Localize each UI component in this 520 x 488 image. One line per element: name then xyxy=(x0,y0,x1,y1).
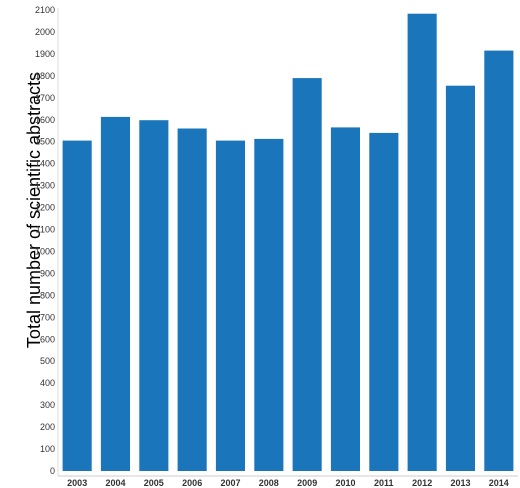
x-tick-label: 2012 xyxy=(412,478,432,488)
y-tick-label: 1200 xyxy=(35,203,55,213)
y-tick-label: 1000 xyxy=(35,246,55,256)
y-tick-label: 100 xyxy=(40,444,55,454)
y-tick-label: 900 xyxy=(40,268,55,278)
x-tick-label: 2007 xyxy=(220,478,240,488)
bar-2010 xyxy=(330,127,360,472)
bar-2008 xyxy=(254,138,284,471)
y-tick-label: 800 xyxy=(40,290,55,300)
x-tick-label: 2011 xyxy=(374,478,394,488)
x-tick-label: 2014 xyxy=(489,478,509,488)
bar-2004 xyxy=(100,116,130,472)
x-tick-label: 2003 xyxy=(67,478,87,488)
y-tick-label: 2000 xyxy=(35,27,55,37)
bar-2003 xyxy=(62,140,92,471)
y-tick-label: 1100 xyxy=(36,225,55,235)
y-tick-label: 400 xyxy=(40,378,55,388)
bar-2014 xyxy=(484,50,514,471)
y-axis-label: Total number of scientific abstracts xyxy=(24,72,44,348)
y-tick-label: 200 xyxy=(40,422,55,432)
y-tick-label: 1900 xyxy=(35,49,55,59)
bar-2011 xyxy=(369,132,399,471)
bar-2005 xyxy=(139,120,169,471)
y-tick-label: 1400 xyxy=(35,159,55,169)
bar-2007 xyxy=(215,140,245,471)
x-tick-label: 2004 xyxy=(105,478,125,488)
x-tick-label: 2009 xyxy=(297,478,317,488)
bar-2012 xyxy=(407,13,437,471)
bar-2013 xyxy=(445,85,475,471)
y-ticks: 0 100 200 300 400 500 600 700 800 900 1000 1100 1200… xyxy=(35,5,55,476)
x-tick-label: 2005 xyxy=(144,478,164,488)
x-tick-label: 2013 xyxy=(450,478,470,488)
bars xyxy=(62,13,514,472)
y-tick-label: 1500 xyxy=(35,137,55,147)
y-tick-label: 1600 xyxy=(35,115,55,125)
bar-2009 xyxy=(292,78,322,471)
y-tick-label: 300 xyxy=(40,400,55,410)
x-ticks: 2003 2004 2005 2006 2007 2008 2009 2010 2011 2012… xyxy=(67,478,509,488)
y-tick-label: 0 xyxy=(50,466,55,476)
y-tick-label: 1800 xyxy=(35,71,55,81)
bar-2006 xyxy=(177,128,207,471)
y-tick-label: 2100 xyxy=(35,5,55,15)
y-tick-label: 500 xyxy=(40,356,55,366)
y-tick-label: 1300 xyxy=(35,181,55,191)
x-tick-label: 2008 xyxy=(259,478,279,488)
y-tick-label: 700 xyxy=(40,312,55,322)
x-tick-label: 2006 xyxy=(182,478,202,488)
y-tick-label: 1700 xyxy=(35,93,55,103)
y-tick-label: 600 xyxy=(40,334,55,344)
x-tick-label: 2010 xyxy=(335,478,355,488)
